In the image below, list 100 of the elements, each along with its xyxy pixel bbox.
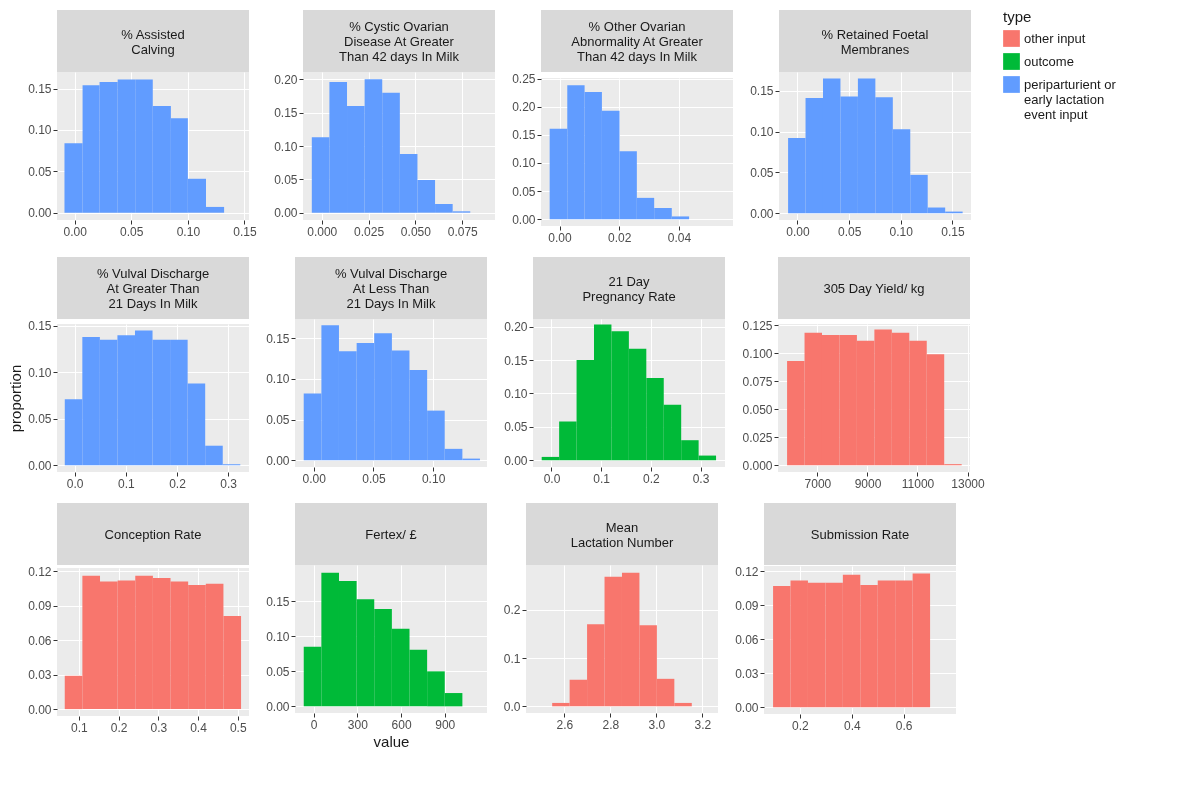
- chart-title: Submission Rate: [810, 527, 910, 542]
- y-tick-label: 0.05: [750, 165, 774, 180]
- y-tick-label: 0.10: [266, 629, 290, 644]
- x-tick-label: 0.4: [190, 720, 208, 735]
- y-tick-label: 0.00: [274, 206, 298, 221]
- x-tick-label: 0.5: [229, 720, 247, 735]
- x-tick-label: 0.02: [608, 230, 632, 245]
- chart-title: % Vulval Discharge At Less Than 21 Days In Milk: [334, 266, 448, 311]
- x-tick-label: 0.15: [941, 224, 965, 239]
- x-tick-label: 0.2: [110, 720, 128, 735]
- x-tick-label: 0.050: [400, 224, 432, 239]
- y-tick-label: 0.125: [742, 318, 773, 333]
- x-tick-label: 9000: [854, 476, 882, 491]
- x-tick-label: 0.05: [362, 471, 386, 486]
- y-tick-label: 0.00: [28, 458, 52, 473]
- y-tick-label: 0.20: [512, 100, 536, 115]
- y-tick-label: 0.15: [274, 106, 298, 121]
- y-tick-label: 0.05: [274, 172, 298, 187]
- x-tick-label: 0.2: [169, 476, 187, 491]
- x-tick-label: 0.00: [63, 224, 88, 239]
- chart-title: 305 Day Yield/ kg: [823, 281, 925, 296]
- y-tick-label: 0.000: [742, 458, 773, 473]
- y-tick-label: 0.06: [28, 633, 52, 648]
- y-tick-label: 0.10: [274, 139, 298, 154]
- y-tick-label: 0.100: [742, 346, 773, 361]
- legend-label: other input: [1024, 30, 1086, 46]
- x-tick-label: 0.00: [548, 230, 573, 245]
- x-tick-label: 7000: [804, 476, 832, 491]
- x-tick-label: 300: [347, 717, 369, 732]
- y-tick-label: 0.00: [512, 212, 536, 227]
- legend-title: type: [1003, 8, 1032, 25]
- x-tick-label: 0.10: [889, 224, 914, 239]
- y-tick-label: 0.15: [750, 84, 774, 99]
- y-tick-label: 0.00: [266, 453, 290, 468]
- x-tick-label: 3.0: [648, 717, 666, 732]
- x-tick-label: 900: [435, 717, 456, 732]
- x-tick-label: 0.025: [354, 224, 385, 239]
- y-tick-label: 0.00: [28, 206, 52, 221]
- x-tick-label: 0.00: [786, 224, 810, 239]
- x-tick-label: 0.00: [302, 471, 327, 486]
- y-tick-label: 0.25: [512, 72, 536, 87]
- y-tick-label: 0.15: [28, 82, 52, 97]
- y-tick-label: 0.05: [266, 413, 290, 428]
- chart-title: Conception Rate: [104, 527, 202, 542]
- y-tick-label: 0.15: [504, 353, 528, 368]
- y-tick-label: 0.03: [28, 668, 52, 683]
- x-tick-label: 0: [310, 717, 318, 732]
- x-tick-label: 0.2: [792, 718, 810, 733]
- y-tick-label: 0.10: [504, 386, 528, 401]
- chart-title: % Retained Foetal Membranes: [821, 26, 929, 57]
- y-tick-label: 0.05: [28, 412, 52, 427]
- chart-title: % Assisted Calving: [121, 26, 185, 57]
- chart-title: % Vulval Discharge At Greater Than 21 Days In Milk: [96, 266, 210, 311]
- y-tick-label: 0.00: [504, 453, 528, 468]
- y-tick-label: 0.10: [28, 365, 52, 380]
- y-tick-label: 0.12: [735, 564, 759, 579]
- chart-title: % Cystic Ovarian Disease At Greater Than 42 days In Milk: [339, 19, 460, 64]
- x-tick-label: 0.1: [71, 720, 89, 735]
- y-tick-label: 0.00: [28, 702, 52, 717]
- x-tick-label: 600: [391, 717, 412, 732]
- y-tick-label: 0.15: [28, 319, 52, 334]
- y-tick-label: 0.05: [504, 420, 528, 435]
- y-tick-label: 0.15: [512, 128, 536, 143]
- x-tick-label: 0.2: [642, 471, 660, 486]
- y-tick-label: 0.075: [742, 374, 773, 389]
- x-axis-title: value: [373, 732, 410, 750]
- y-tick-label: 0.15: [266, 331, 290, 346]
- y-tick-label: 0.20: [504, 320, 528, 335]
- y-tick-label: 0.05: [28, 164, 52, 179]
- y-tick-label: 0.1: [503, 651, 521, 666]
- y-tick-label: 0.050: [742, 402, 773, 417]
- x-tick-label: 0.1: [117, 476, 135, 491]
- y-tick-label: 0.00: [266, 699, 290, 714]
- x-tick-label: 0.0: [543, 471, 561, 486]
- legend-label: periparturient or early lactation event input: [1024, 76, 1117, 122]
- x-tick-label: 0.05: [837, 224, 862, 239]
- x-tick-label: 0.000: [307, 224, 338, 239]
- x-tick-label: 11000: [901, 476, 935, 491]
- y-tick-label: 0.00: [735, 700, 759, 715]
- x-tick-label: 3.2: [694, 717, 712, 732]
- y-tick-label: 0.03: [735, 666, 759, 681]
- y-tick-label: 0.00: [750, 206, 774, 221]
- chart-title: 21 Day Pregnancy Rate: [582, 273, 676, 304]
- y-tick-label: 0.10: [750, 125, 774, 140]
- y-tick-label: 0.05: [266, 664, 290, 679]
- y-tick-label: 0.09: [735, 598, 759, 613]
- x-tick-label: 0.04: [667, 230, 692, 245]
- legend-label: outcome: [1024, 53, 1074, 69]
- y-tick-label: 0.10: [266, 372, 290, 387]
- x-tick-label: 0.075: [447, 224, 479, 239]
- chart-title: % Other Ovarian Abnormality At Greater Than 42 days In Milk: [571, 19, 704, 64]
- x-tick-label: 0.4: [843, 718, 861, 733]
- x-tick-label: 0.10: [176, 224, 201, 239]
- y-tick-label: 0.0: [503, 699, 521, 714]
- x-tick-label: 0.3: [692, 471, 710, 486]
- x-tick-label: 0.0: [66, 476, 84, 491]
- chart-title: Fertex/ £: [365, 527, 418, 542]
- y-tick-label: 0.2: [503, 603, 521, 618]
- chart-title: Mean Lactation Number: [570, 519, 674, 550]
- x-tick-label: 13000: [951, 476, 986, 491]
